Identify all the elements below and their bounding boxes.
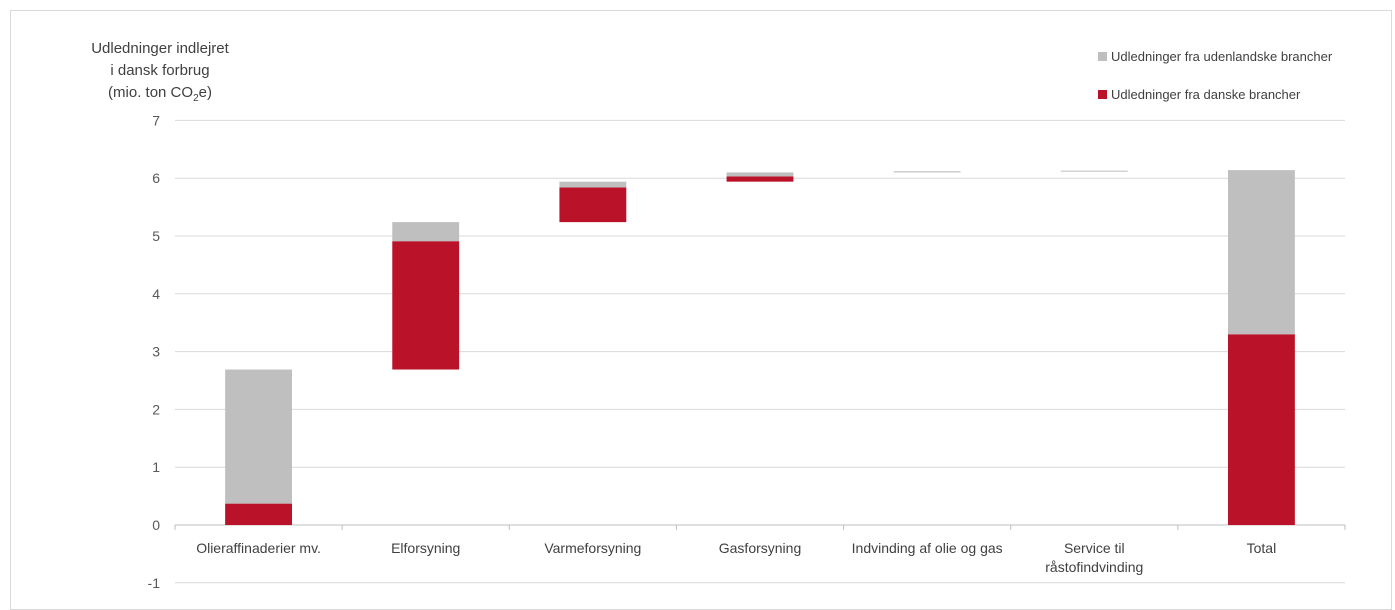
y-tick-label: 0	[152, 517, 160, 533]
legend-label-foreign: Udledninger fra udenlandske brancher	[1111, 48, 1333, 64]
y-tick-label: 3	[152, 344, 160, 360]
y-axis-title: Udledninger indlejret i dansk forbrug (m…	[60, 38, 260, 110]
legend-item-foreign: Udledninger fra udenlandske brancher	[1098, 46, 1332, 66]
y-axis-title-unit: (mio. ton CO2e)	[108, 84, 212, 104]
x-tick-label: Olieraffinaderier mv.	[196, 540, 321, 556]
y-tick-label: 6	[152, 170, 160, 186]
bar-danish	[559, 187, 627, 223]
y-axis-title-line1: Udledninger indlejret	[91, 40, 229, 57]
x-tick-label: råstofindvinding	[1045, 559, 1143, 575]
bar-danish	[225, 503, 292, 525]
bar-foreign	[1228, 170, 1295, 335]
legend-swatch-foreign	[1098, 51, 1107, 61]
bar-foreign	[225, 369, 292, 504]
x-tick-label: Indvinding af olie og gas	[852, 540, 1003, 556]
bar-danish	[726, 176, 794, 182]
bar-danish	[392, 241, 460, 370]
x-tick-label: Service til	[1064, 540, 1125, 556]
x-tick-label: Varmeforsyning	[544, 540, 641, 556]
y-axis-title-line2: i dansk forbrug	[110, 62, 210, 79]
y-tick-label: 4	[152, 286, 160, 302]
y-tick-label: 1	[152, 459, 160, 475]
legend-item-danish: Udledninger fra danske brancher	[1098, 84, 1332, 104]
x-tick-label: Total	[1247, 540, 1277, 556]
y-tick-label: -1	[148, 575, 161, 590]
bar-foreign	[726, 172, 794, 177]
bar-foreign	[893, 171, 961, 173]
chart-plot: -1 0 1 2 3 4 5 6 7 Olieraffinaderier mv. Elforsyni…	[148, 112, 1346, 590]
bar-foreign	[392, 222, 460, 242]
legend: Udledninger fra udenlandske brancher Udl…	[1098, 46, 1332, 122]
y-tick-label: 5	[152, 228, 160, 244]
bar-danish	[1228, 334, 1295, 525]
x-tick-label: Elforsyning	[391, 540, 460, 556]
y-tick-label: 2	[152, 401, 160, 417]
bar-foreign	[559, 181, 627, 188]
y-tick-label: 7	[152, 112, 160, 128]
bar-foreign	[1060, 170, 1128, 172]
legend-swatch-danish	[1098, 89, 1107, 99]
x-tick-label: Gasforsyning	[719, 540, 801, 556]
legend-label-danish: Udledninger fra danske brancher	[1111, 86, 1301, 102]
